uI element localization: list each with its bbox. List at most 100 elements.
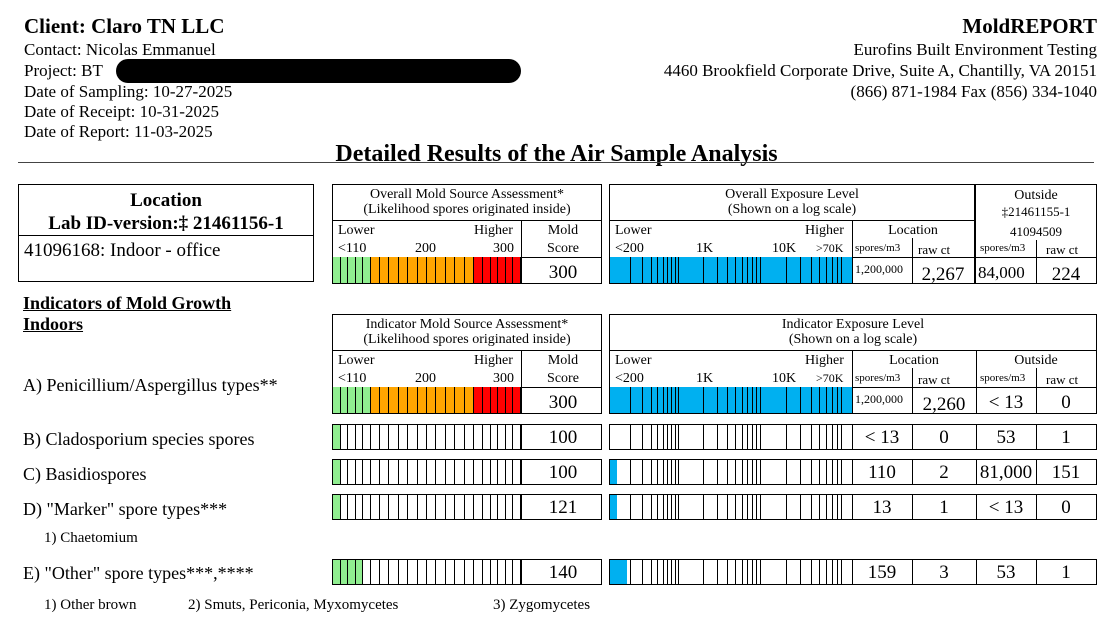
log-tick <box>667 387 669 413</box>
score-segment-filled <box>398 257 409 283</box>
log-tick <box>630 425 632 449</box>
score-segment-filled <box>483 387 491 413</box>
score-segment <box>356 495 364 519</box>
log-tick <box>662 257 664 283</box>
score-segment-filled <box>348 387 356 413</box>
log-tick <box>752 257 754 283</box>
log-tick <box>819 560 821 584</box>
location-label: Location <box>888 223 938 238</box>
score-segment <box>436 425 446 449</box>
log-tick <box>727 495 729 519</box>
row-a-outside-spores: < 13 <box>988 392 1024 413</box>
score-segment <box>356 460 364 484</box>
log-tick <box>642 387 644 413</box>
raw-count-label: raw ct <box>918 242 951 257</box>
other-subtype-2: 2) Smuts, Periconia, Myxomycetes <box>188 597 399 613</box>
outside-box: Outside ‡21461155-1 41094509 spores/m3 r… <box>975 184 1097 284</box>
row-c-exposure-cell: 110 2 81,000 151 <box>609 459 1097 485</box>
log-tick <box>819 460 821 484</box>
log-tick <box>825 387 827 413</box>
log-tick <box>662 460 664 484</box>
score-segment <box>455 460 465 484</box>
log-tick <box>735 460 737 484</box>
log-tick <box>674 495 676 519</box>
overall-location-spores: 1,200,000 <box>855 262 903 276</box>
overall-exposure-bar <box>610 257 852 283</box>
score-segment-filled <box>490 387 499 413</box>
raw-count-label: raw ct <box>1046 242 1079 257</box>
log-tick <box>760 387 762 413</box>
score-segment-filled <box>436 257 446 283</box>
log-tick <box>657 560 659 584</box>
log-tick <box>630 460 632 484</box>
row-b-exposure-cell: < 13 0 53 1 <box>609 424 1097 450</box>
row-d-label: D) "Marker" spore types*** <box>23 499 228 519</box>
score-segment <box>408 560 418 584</box>
row-a-label: A) Penicillium/Aspergillus types** <box>23 375 278 395</box>
tick-300: 300 <box>493 371 514 386</box>
log-tick <box>819 257 821 283</box>
spores-label: spores/m3 <box>980 242 1026 254</box>
higher-label: Higher <box>474 223 513 238</box>
log-tick <box>717 387 718 413</box>
project: Project: BT <box>24 61 103 80</box>
outside-label: Outside <box>1014 353 1058 368</box>
log-tick <box>735 560 737 584</box>
score-segment-filled <box>417 387 427 413</box>
log-tick <box>671 495 673 519</box>
row-b-location-spores: < 13 <box>864 427 900 448</box>
indicator-source-title: Indicator Mold Source Assessment* <box>365 317 569 332</box>
log-tick <box>630 387 632 413</box>
score-segment-filled <box>333 257 341 283</box>
score-segment <box>389 560 399 584</box>
row-d-exposure-cell: 13 1 < 13 0 <box>609 494 1097 520</box>
score-segment <box>506 425 514 449</box>
overall-source-box: Overall Mold Source Assessment* (Likelih… <box>332 184 602 284</box>
exposure-fill <box>610 257 852 283</box>
exposure-fill <box>610 495 618 519</box>
row-c-location-spores: 110 <box>868 462 896 483</box>
page-title: Detailed Results of the Air Sample Analy… <box>335 141 778 167</box>
score-segment-filled <box>340 560 349 584</box>
log-tick <box>674 257 676 283</box>
row-d-outside-spores: < 13 <box>988 497 1024 518</box>
redaction-bar <box>116 59 521 83</box>
overall-exposure-title: Overall Exposure Level <box>725 187 859 202</box>
row-b-outside-spores: 53 <box>996 427 1016 448</box>
indicator-source-subtitle: (Likelihood spores originated inside) <box>363 332 571 347</box>
row-d-location-raw: 1 <box>939 497 949 518</box>
log-tick <box>741 387 743 413</box>
score-segment <box>446 425 456 449</box>
higher-label: Higher <box>474 353 513 368</box>
location-heading: Location <box>130 190 202 211</box>
score-segment <box>408 460 418 484</box>
row-e-location-raw: 3 <box>939 562 949 583</box>
log-tick <box>702 387 704 413</box>
score-segment <box>418 425 427 449</box>
log-tick <box>667 495 669 519</box>
log-tick <box>727 560 729 584</box>
score-label: Score <box>547 371 579 386</box>
row-c-source-bar <box>333 460 521 484</box>
log-tick <box>752 425 754 449</box>
score-segment <box>513 460 521 484</box>
score-segment-filled <box>445 387 456 413</box>
log-tick <box>671 387 673 413</box>
overall-source-title: Overall Mold Source Assessment* <box>369 187 565 202</box>
log-tick <box>677 387 679 413</box>
tick-10k: 10K <box>772 371 797 386</box>
score-segment <box>380 495 390 519</box>
log-tick <box>752 387 754 413</box>
log-tick <box>657 257 659 283</box>
log-tick <box>677 460 679 484</box>
row-c-exposure-bar <box>610 460 852 484</box>
log-tick <box>840 460 842 484</box>
tick-110: <110 <box>338 241 367 256</box>
log-tick <box>657 387 659 413</box>
score-segment-filled <box>436 387 446 413</box>
score-segment <box>380 460 390 484</box>
score-segment-filled <box>474 257 484 283</box>
score-segment <box>418 460 427 484</box>
score-segment <box>371 460 380 484</box>
score-segment-filled <box>417 257 427 283</box>
